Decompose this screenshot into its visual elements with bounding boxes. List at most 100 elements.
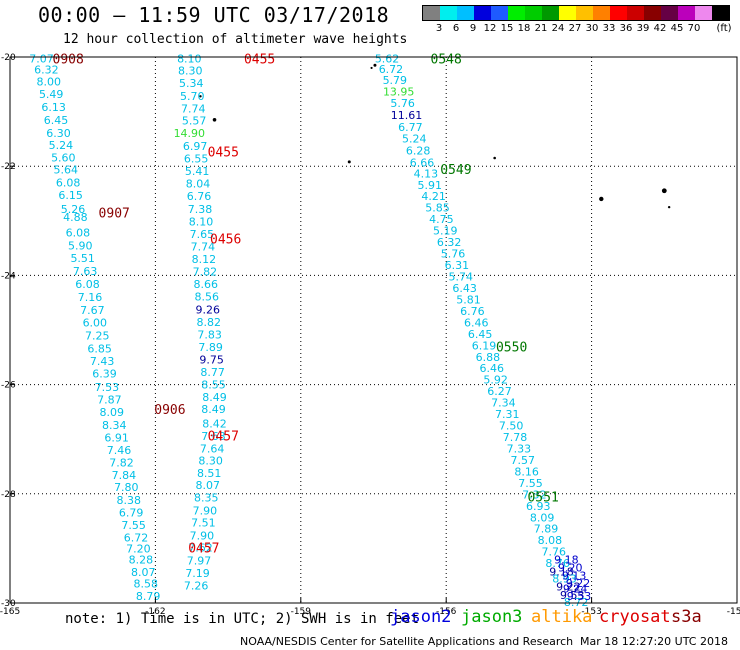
wave-height-colorbar: 3 6 9 12 15 18 21 24 27 30 33 36 39 42 45 70 (ft) xyxy=(422,5,732,35)
wave-height-value: 7.83 xyxy=(197,328,222,341)
colorbar-tick-label: 24 xyxy=(551,23,565,34)
colorbar-swatch xyxy=(695,6,712,20)
latitude-tick-label: -28 xyxy=(1,490,16,500)
pass-time-label: 0551 xyxy=(527,491,558,506)
wave-height-value: 7.90 xyxy=(193,505,218,518)
colorbar-swatch xyxy=(525,6,542,20)
map-frame xyxy=(9,56,738,604)
pass-time-label: 0455 xyxy=(208,145,239,160)
pass-time-label: 0456 xyxy=(210,232,241,247)
wave-height-value: 4.75 xyxy=(429,213,454,226)
wave-height-value: 7.16 xyxy=(78,291,103,304)
wave-height-value: 8.42 xyxy=(202,417,227,430)
colorbar-swatch xyxy=(678,6,695,20)
colorbar-tick-label: 42 xyxy=(653,23,667,34)
wave-height-value: 5.51 xyxy=(70,252,95,265)
wave-height-value: 7.34 xyxy=(491,397,516,410)
wave-height-value: 8.07 xyxy=(131,566,156,579)
wave-height-value: 9.53 xyxy=(560,589,585,602)
pass-time-label: 0550 xyxy=(496,340,527,355)
wave-height-value: 8.76 xyxy=(545,557,570,570)
wave-height-value: 8.12 xyxy=(192,253,217,266)
wave-height-value: 7.51 xyxy=(191,517,216,530)
wave-height-value: 7.62 xyxy=(188,541,213,554)
colorbar-swatch xyxy=(661,6,678,20)
wave-height-value: 6.08 xyxy=(75,278,100,291)
wave-height-value: 6.27 xyxy=(487,385,512,398)
colorbar-unit-label: (ft) xyxy=(716,23,732,34)
satellite-legend-altika: altika xyxy=(531,607,593,627)
longitude-tick-label: -150 xyxy=(727,607,740,617)
wave-height-value: 5.91 xyxy=(417,179,442,192)
colorbar-tick-label: 39 xyxy=(636,23,650,34)
wave-height-value: 6.85 xyxy=(87,343,112,356)
pass-time-labels: 0908 0907 0906 0455 0455 0456 0457 0457 0548 0549… xyxy=(53,53,559,557)
latitude-tick-label: -30 xyxy=(1,599,16,609)
colorbar-swatch xyxy=(440,6,457,20)
wave-height-value: 8.07 xyxy=(195,479,220,492)
colorbar-tick-label: 33 xyxy=(602,23,616,34)
wave-height-value: 7.65 xyxy=(190,228,215,241)
wave-height-value: 5.81 xyxy=(456,293,481,306)
pass-time-label: 0906 xyxy=(154,403,185,418)
pass-time-label: 0908 xyxy=(53,53,84,68)
wave-height-value: 6.66 xyxy=(410,156,435,169)
wave-height-value: 7.82 xyxy=(109,457,134,470)
pass-time-label: 0907 xyxy=(99,207,130,222)
longitude-tick-label: -162 xyxy=(145,607,165,617)
wave-height-value: 7.74 xyxy=(191,240,216,253)
colorbar-swatch xyxy=(542,6,559,20)
generated-timestamp: Mar 18 12:27:20 UTC 2018 xyxy=(580,635,728,648)
wave-height-value: 7.80 xyxy=(114,481,139,494)
wave-height-value: 9.20 xyxy=(558,562,583,575)
wave-height-value: 8.30 xyxy=(178,65,203,78)
wave-height-value: 7.19 xyxy=(185,567,210,580)
colorbar-tick-label: 18 xyxy=(517,23,531,34)
wave-height-value: 7.31 xyxy=(495,408,520,421)
colorbar-swatch xyxy=(423,6,440,20)
colorbar-swatch xyxy=(593,6,610,20)
satellite-track: 9.189.209.139.229.249.53 xyxy=(554,553,591,603)
colorbar-tick-label: 30 xyxy=(585,23,599,34)
longitude-tick-label: -159 xyxy=(291,607,312,617)
latitude-tick-label: -20 xyxy=(1,53,16,63)
pass-time-label: 0457 xyxy=(188,541,219,556)
island-marker xyxy=(373,63,377,67)
wave-height-value: 5.90 xyxy=(68,239,93,252)
wave-height-value: 6.76 xyxy=(460,305,485,318)
latitude-tick-label: -24 xyxy=(1,271,16,281)
wave-height-value: 8.09 xyxy=(530,511,555,524)
wave-height-value: 6.43 xyxy=(452,282,477,295)
wave-height-value: 8.28 xyxy=(129,553,154,566)
wave-height-value: 8.82 xyxy=(196,316,221,329)
wave-height-value: 5.64 xyxy=(53,163,78,176)
wave-height-value: 8.58 xyxy=(133,577,158,590)
wave-height-value: 5.49 xyxy=(39,88,64,101)
wave-height-value: 9.75 xyxy=(199,353,224,366)
wave-height-value: 7.63 xyxy=(73,265,98,278)
wave-height-value: 6.76 xyxy=(187,190,212,203)
wave-height-value: 5.57 xyxy=(182,114,207,127)
wave-height-value: 5.41 xyxy=(185,165,210,178)
pass-time-label: 0548 xyxy=(431,53,462,68)
wave-height-value: 5.24 xyxy=(49,139,74,152)
wave-height-value: 8.30 xyxy=(198,454,223,467)
wave-height-value: 8.34 xyxy=(102,419,127,432)
colorbar-tick-label: 21 xyxy=(534,23,548,34)
wave-height-value: 8.10 xyxy=(189,215,214,228)
wave-height-value: 5.24 xyxy=(402,132,427,145)
wave-height-value: 7.32 xyxy=(522,488,547,501)
map-grid xyxy=(10,57,737,603)
wave-height-value: 5.34 xyxy=(179,77,204,90)
colorbar-tick-label: 15 xyxy=(500,23,514,34)
wave-height-value: 7.33 xyxy=(507,442,532,455)
wave-height-value: 9.22 xyxy=(556,581,581,594)
wave-height-value: 6.77 xyxy=(398,121,423,134)
wave-height-value: 6.28 xyxy=(406,144,431,157)
wave-height-value: 8.09 xyxy=(100,406,125,419)
longitude-tick-label: -153 xyxy=(581,607,601,617)
footer-note: note: 1) Time is in UTC; 2) SWH is in fe… xyxy=(65,611,420,627)
wave-height-value: 9.24 xyxy=(563,582,588,595)
island-marker xyxy=(370,66,373,70)
